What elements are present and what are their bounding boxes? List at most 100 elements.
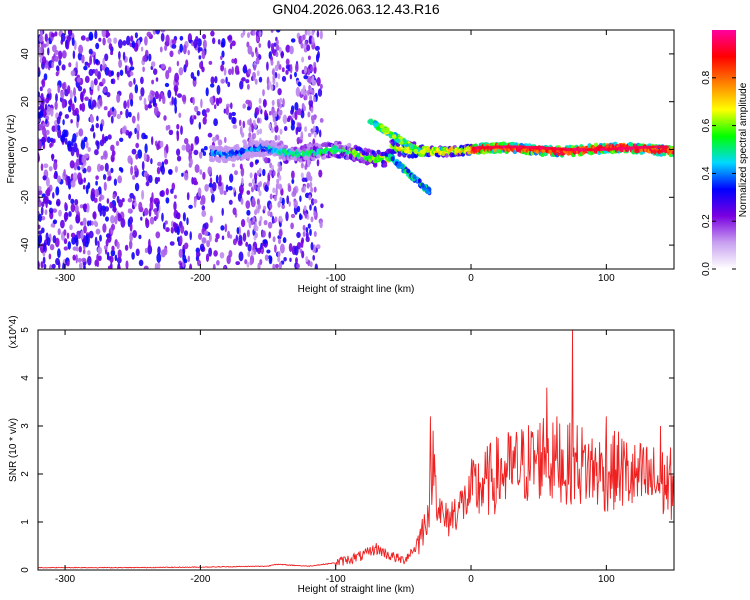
band-peak-cell bbox=[546, 146, 551, 150]
noise-cell bbox=[50, 107, 54, 117]
noise-cell bbox=[268, 231, 272, 239]
noise-cell bbox=[280, 188, 284, 196]
noise-cell bbox=[96, 102, 100, 108]
band-peak-cell bbox=[620, 146, 625, 150]
noise-cell bbox=[234, 65, 240, 75]
colorbar: 0.0 0.2 0.4 0.6 0.8 Normalized spectral ampl… bbox=[701, 30, 749, 276]
lower-branch-cell bbox=[406, 168, 411, 174]
noise-cell bbox=[209, 83, 215, 88]
noise-cell bbox=[254, 107, 260, 116]
noise-cell bbox=[52, 235, 57, 244]
band-peak-cell bbox=[603, 147, 608, 151]
noise-cell bbox=[261, 230, 266, 238]
noise-cell bbox=[109, 255, 114, 264]
noise-cell bbox=[234, 57, 238, 65]
noise-cell bbox=[301, 177, 306, 183]
noise-cell bbox=[99, 234, 102, 242]
noise-cell bbox=[199, 243, 205, 252]
noise-cell bbox=[296, 231, 301, 239]
noise-cell bbox=[196, 69, 200, 77]
noise-cell bbox=[151, 90, 156, 97]
noise-cell bbox=[111, 245, 115, 252]
noise-cell bbox=[78, 44, 84, 54]
noise-cell bbox=[77, 52, 83, 61]
noise-cell bbox=[132, 175, 136, 180]
noise-cell bbox=[310, 128, 314, 135]
x-tick-label: -200 bbox=[190, 574, 210, 585]
noise-cell bbox=[226, 255, 231, 265]
noise-cell bbox=[41, 201, 45, 208]
noise-cell bbox=[38, 96, 42, 106]
y-tick-label: 20 bbox=[20, 96, 31, 108]
noise-cell bbox=[41, 43, 44, 54]
noise-cell bbox=[159, 140, 164, 148]
noise-cell bbox=[201, 210, 207, 218]
noise-cell bbox=[85, 37, 90, 42]
noise-cell bbox=[50, 223, 55, 228]
noise-cell bbox=[131, 252, 135, 260]
noise-cell bbox=[295, 127, 299, 136]
noise-cell bbox=[42, 256, 46, 264]
x-tick-label: 100 bbox=[598, 273, 615, 284]
band-cell bbox=[317, 143, 323, 149]
noise-cell bbox=[93, 78, 98, 86]
band-peak-cell bbox=[647, 145, 652, 149]
noise-cell bbox=[320, 203, 324, 209]
noise-cell bbox=[120, 218, 126, 228]
noise-cell bbox=[193, 115, 197, 120]
noise-cell bbox=[289, 257, 292, 263]
noise-cell bbox=[165, 197, 170, 204]
noise-cell bbox=[121, 126, 127, 134]
colorbar-tick-label: 0.0 bbox=[701, 262, 712, 276]
noise-cell bbox=[39, 102, 45, 110]
noise-cell bbox=[46, 136, 51, 144]
noise-cell bbox=[80, 221, 84, 226]
noise-cell bbox=[313, 131, 317, 138]
snr-frame bbox=[37, 329, 675, 571]
upper-branch-cell bbox=[412, 145, 418, 150]
noise-cell bbox=[164, 44, 168, 51]
band-peak-cell bbox=[539, 146, 544, 150]
noise-cell bbox=[167, 66, 172, 74]
noise-cell bbox=[143, 265, 149, 269]
noise-cell bbox=[81, 154, 87, 164]
noise-cell bbox=[246, 190, 251, 196]
noise-cell bbox=[291, 170, 295, 180]
lower-branch-cell bbox=[417, 178, 422, 184]
noise-cell bbox=[266, 180, 270, 187]
noise-cell bbox=[88, 31, 94, 41]
noise-cell bbox=[165, 143, 169, 154]
noise-cell bbox=[221, 38, 226, 48]
noise-cell bbox=[144, 104, 149, 111]
noise-cell bbox=[254, 123, 257, 130]
noise-cell bbox=[40, 93, 44, 101]
noise-cell bbox=[252, 216, 256, 223]
noise-cell bbox=[189, 157, 193, 167]
noise-cell bbox=[71, 103, 75, 112]
noise-cell bbox=[186, 192, 190, 201]
noise-cell bbox=[217, 39, 221, 45]
noise-cell bbox=[240, 218, 246, 228]
band-cell bbox=[217, 158, 222, 164]
band-peak-cell bbox=[535, 146, 541, 150]
noise-cell bbox=[128, 111, 132, 118]
band-cell bbox=[249, 147, 254, 152]
noise-cell bbox=[110, 249, 116, 257]
spectrogram-x-ticks: -300 -200 -100 0 100 bbox=[55, 30, 615, 284]
noise-cell bbox=[183, 230, 189, 236]
noise-cell bbox=[149, 216, 155, 225]
noise-cell bbox=[99, 123, 103, 132]
noise-cell bbox=[95, 180, 98, 186]
noise-cell bbox=[168, 169, 173, 175]
noise-cell bbox=[117, 212, 121, 219]
noise-cell bbox=[204, 112, 208, 119]
noise-cell bbox=[173, 194, 177, 199]
noise-cell bbox=[203, 146, 208, 151]
noise-cell bbox=[121, 197, 125, 203]
noise-cell bbox=[127, 155, 132, 164]
noise-cell bbox=[297, 122, 302, 128]
band-peak-cell bbox=[610, 147, 615, 151]
noise-cell bbox=[277, 256, 281, 263]
lower-branch-cell bbox=[390, 156, 395, 162]
noise-cell bbox=[181, 94, 187, 103]
